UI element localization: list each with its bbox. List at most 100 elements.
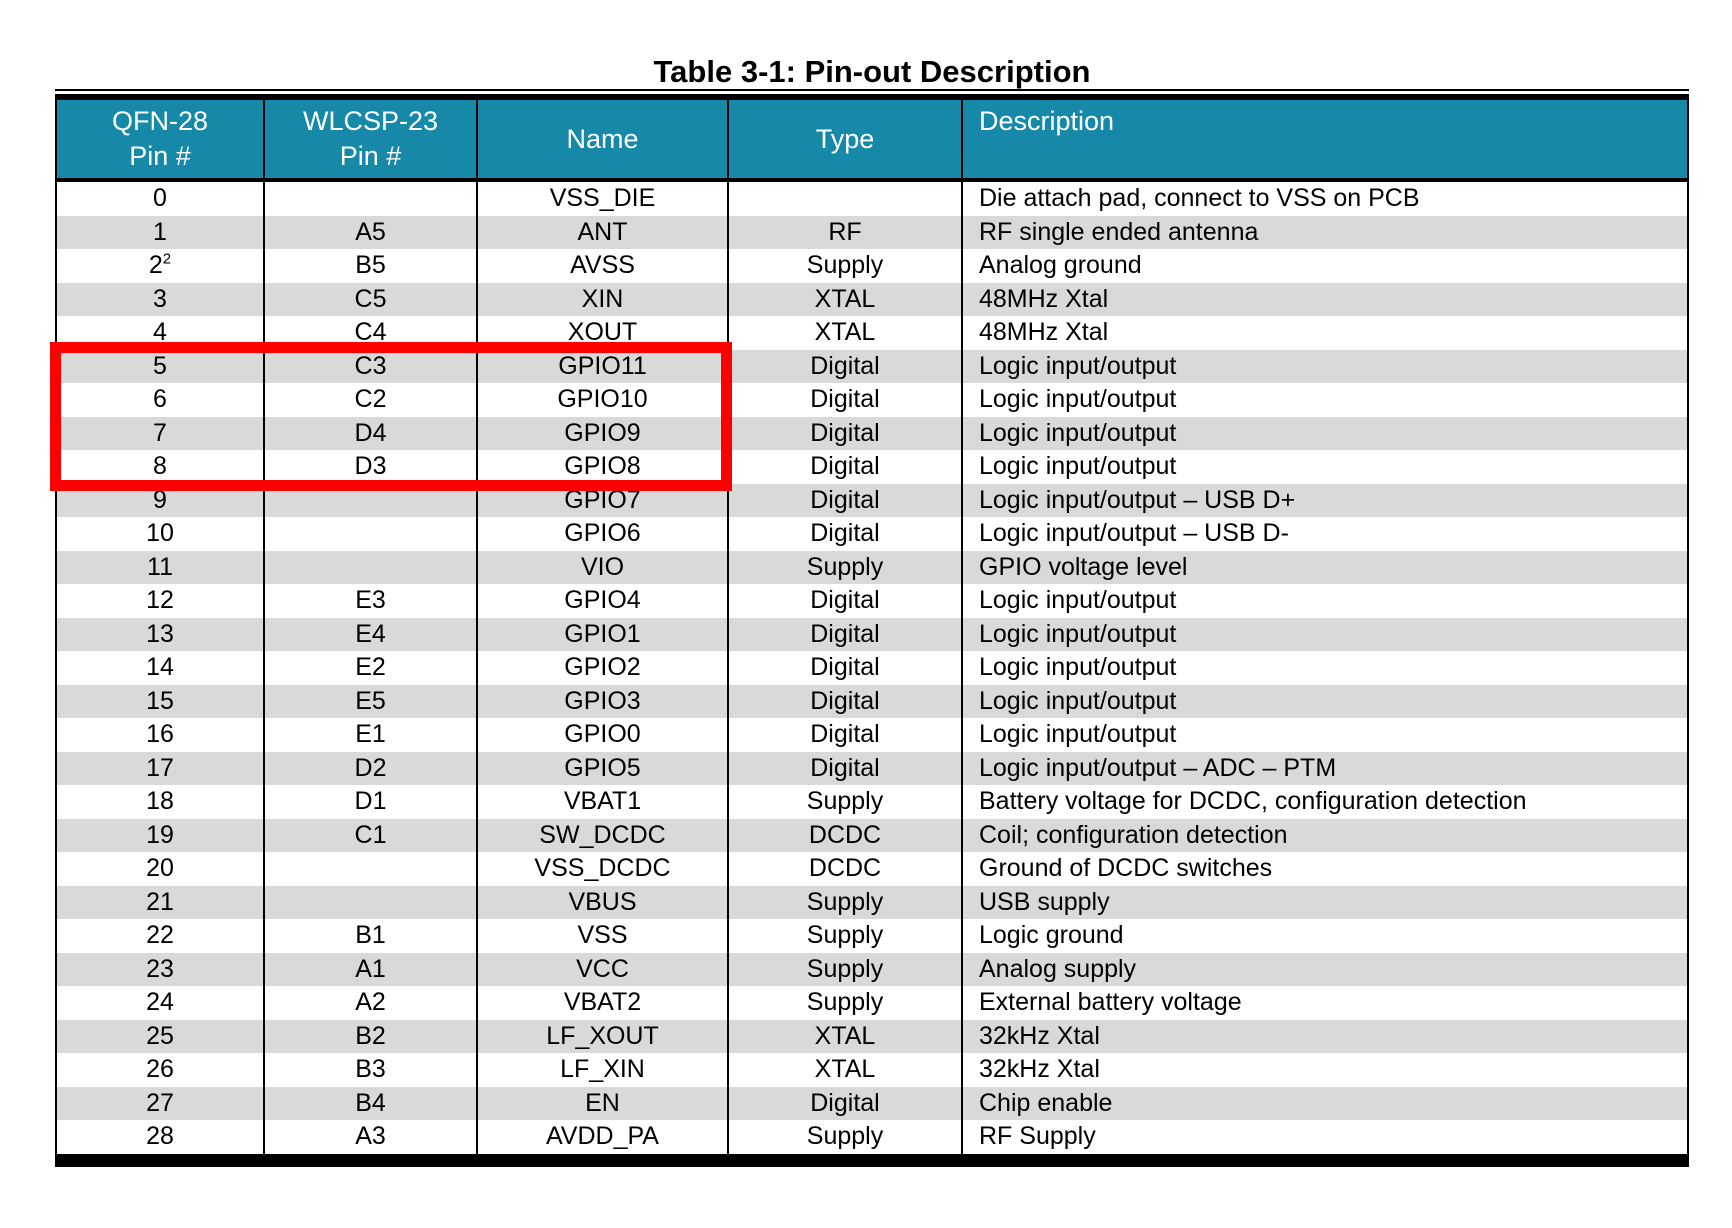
pin-row: 7 D4 GPIO9 Digital Logic input/output	[55, 416, 1689, 450]
description-cell: Logic input/output	[961, 684, 1689, 718]
description-cell: Logic ground	[961, 919, 1689, 953]
name-cell: GPIO3	[476, 684, 729, 718]
pin-row: 15 E5 GPIO3 Digital Logic input/output	[55, 684, 1689, 718]
name-cell: VSS_DIE	[476, 180, 729, 216]
qfn-pin-cell: 4	[55, 316, 265, 350]
description-cell: Analog ground	[961, 249, 1689, 283]
qfn-pin-cell: 13	[55, 617, 265, 651]
pin-row: 3 C5 XIN XTAL 48MHz Xtal	[55, 282, 1689, 316]
wlcsp-pin-cell: A3	[263, 1120, 478, 1167]
description-cell: 48MHz Xtal	[961, 282, 1689, 316]
qfn-pin-cell: 3	[55, 282, 265, 316]
name-cell: VCC	[476, 952, 729, 986]
qfn-pin-cell: 5	[55, 349, 265, 383]
description-cell: Logic input/output	[961, 617, 1689, 651]
pin-row: 18 D1 VBAT1 Supply Battery voltage for DCDC,…	[55, 785, 1689, 819]
name-cell: GPIO10	[476, 383, 729, 417]
type-cell: DCDC	[727, 852, 963, 886]
wlcsp-pin-cell: E1	[263, 718, 478, 752]
wlcsp-pin-cell	[263, 180, 478, 216]
qfn-pin-cell: 10	[55, 517, 265, 551]
wlcsp-pin-cell: E3	[263, 584, 478, 618]
wlcsp-pin-cell: C4	[263, 316, 478, 350]
description-cell: External battery voltage	[961, 986, 1689, 1020]
description-cell: Logic input/output	[961, 450, 1689, 484]
name-cell: GPIO5	[476, 751, 729, 785]
type-cell: Digital	[727, 383, 963, 417]
type-cell: Supply	[727, 785, 963, 819]
name-cell: ANT	[476, 215, 729, 249]
description-cell: Coil; configuration detection	[961, 818, 1689, 852]
description-cell: Logic input/output	[961, 416, 1689, 450]
table-title: Table 3-1: Pin-out Description	[653, 54, 1091, 89]
name-cell: XIN	[476, 282, 729, 316]
wlcsp-pin-cell: E2	[263, 651, 478, 685]
description-cell: Analog supply	[961, 952, 1689, 986]
column-header-description: Description	[961, 94, 1689, 182]
qfn-pin-cell: 17	[55, 751, 265, 785]
name-cell: SW_DCDC	[476, 818, 729, 852]
qfn-pin-cell: 27	[55, 1086, 265, 1120]
type-cell: Digital	[727, 450, 963, 484]
wlcsp-pin-cell: C1	[263, 818, 478, 852]
description-cell: Battery voltage for DCDC, configuration …	[961, 785, 1689, 819]
name-cell: GPIO0	[476, 718, 729, 752]
qfn-pin-cell: 1	[55, 215, 265, 249]
qfn-pin-cell: 28	[55, 1120, 265, 1167]
pin-row: 25 B2 LF_XOUT XTAL 32kHz Xtal	[55, 1019, 1689, 1053]
qfn-pin-cell: 15	[55, 684, 265, 718]
pin-row: 6 C2 GPIO10 Digital Logic input/output	[55, 383, 1689, 417]
type-cell: Digital	[727, 1086, 963, 1120]
name-cell: VBUS	[476, 885, 729, 919]
qfn-pin-cell: 23	[55, 952, 265, 986]
description-cell: GPIO voltage level	[961, 550, 1689, 584]
wlcsp-pin-cell: A2	[263, 986, 478, 1020]
name-cell: GPIO7	[476, 483, 729, 517]
qfn-pin-cell: 6	[55, 383, 265, 417]
description-cell: Logic input/output	[961, 718, 1689, 752]
pin-row: 12 E3 GPIO4 Digital Logic input/output	[55, 584, 1689, 618]
type-cell: Supply	[727, 1120, 963, 1167]
name-cell: GPIO11	[476, 349, 729, 383]
pin-row: 27 B4 EN Digital Chip enable	[55, 1086, 1689, 1120]
qfn-pin-cell: 20	[55, 852, 265, 886]
table-header: QFN-28 Pin # WLCSP-23 Pin # Name Type Descript…	[55, 94, 1689, 182]
pin-row: 22 B1 VSS Supply Logic ground	[55, 919, 1689, 953]
qfn-pin-cell: 24	[55, 986, 265, 1020]
name-cell: GPIO6	[476, 517, 729, 551]
wlcsp-pin-cell: D4	[263, 416, 478, 450]
name-cell: VBAT1	[476, 785, 729, 819]
description-cell: RF Supply	[961, 1120, 1689, 1167]
type-cell: Digital	[727, 684, 963, 718]
qfn-pin-cell: 11	[55, 550, 265, 584]
type-cell: XTAL	[727, 282, 963, 316]
wlcsp-pin-cell: E4	[263, 617, 478, 651]
name-cell: GPIO8	[476, 450, 729, 484]
pin-row: 0 VSS_DIE Die attach pad, connect to VSS o…	[55, 180, 1689, 216]
name-cell: GPIO1	[476, 617, 729, 651]
type-cell: Digital	[727, 751, 963, 785]
pin-row: 19 C1 SW_DCDC DCDC Coil; configuration detec…	[55, 818, 1689, 852]
pin-row: 16 E1 GPIO0 Digital Logic input/output	[55, 718, 1689, 752]
qfn-pin-cell: 16	[55, 718, 265, 752]
type-cell: Digital	[727, 651, 963, 685]
type-cell: DCDC	[727, 818, 963, 852]
pin-row: 9 GPIO7 Digital Logic input/output – USB D+	[55, 483, 1689, 517]
type-cell: RF	[727, 215, 963, 249]
name-cell: VBAT2	[476, 986, 729, 1020]
qfn-pin-cell: 25	[55, 1019, 265, 1053]
pin-row: 28 A3 AVDD_PA Supply RF Supply	[55, 1120, 1689, 1167]
description-cell: RF single ended antenna	[961, 215, 1689, 249]
pin-row: 20 VSS_DCDC DCDC Ground of DCDC switches	[55, 852, 1689, 886]
type-cell: Digital	[727, 584, 963, 618]
wlcsp-pin-cell: A5	[263, 215, 478, 249]
description-cell: 48MHz Xtal	[961, 316, 1689, 350]
pin-row: 26 B3 LF_XIN XTAL 32kHz Xtal	[55, 1053, 1689, 1087]
wlcsp-pin-cell: B2	[263, 1019, 478, 1053]
pin-row: 21 VBUS Supply USB supply	[55, 885, 1689, 919]
type-cell: Digital	[727, 517, 963, 551]
wlcsp-pin-cell: B5	[263, 249, 478, 283]
name-cell: AVDD_PA	[476, 1120, 729, 1167]
footnote-superscript: 2	[162, 250, 172, 268]
wlcsp-pin-cell: D2	[263, 751, 478, 785]
